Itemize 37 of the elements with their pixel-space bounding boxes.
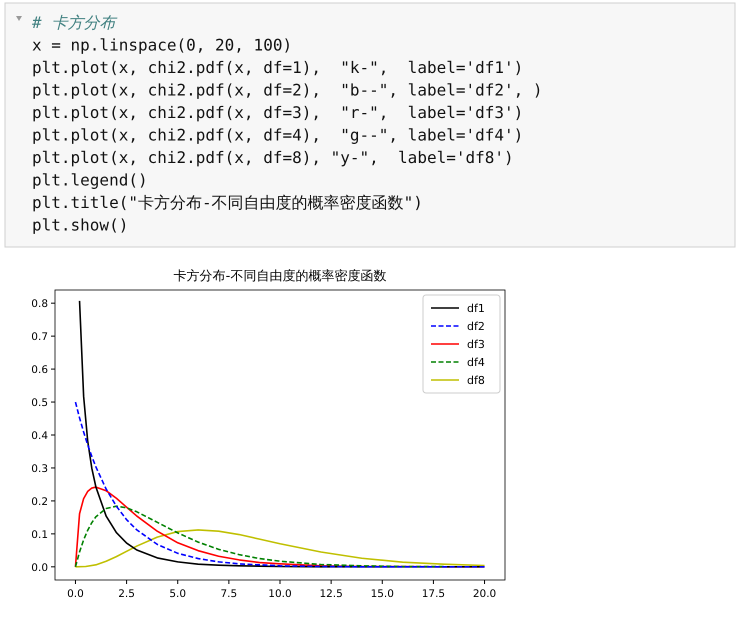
text: plt.plot(x, chi2.pdf(x, df=2), "b--", label='df2', ) (32, 80, 543, 100)
x-tick-label: 15.0 (370, 588, 394, 600)
text: x = np.linspace(0, 20, 100) (32, 36, 292, 54)
line-series (74, 401, 486, 568)
text: plt.plot(x, chi2.pdf(x, df=3), "r-", label='df3') (32, 103, 524, 122)
x-tick-label: 20.0 (472, 588, 496, 600)
legend-label: df8 (467, 374, 485, 387)
line-series (74, 529, 486, 568)
y-tick-label: 0.4 (31, 430, 48, 442)
text: plt.plot(x, chi2.pdf(x, df=8), "y-", label='df8') (32, 148, 514, 167)
x-tick-label: 10.0 (268, 588, 292, 600)
legend-label: df2 (467, 320, 485, 333)
y-tick-label: 0.0 (31, 562, 48, 574)
x-tick-label: 12.5 (319, 588, 343, 600)
x-tick-label: 7.5 (220, 588, 238, 600)
y-tick-label: 0.5 (31, 397, 48, 410)
legend-label: df1 (467, 302, 485, 315)
x-tick-label: 2.5 (118, 588, 135, 600)
y-tick-label: 0.6 (31, 364, 48, 376)
text: # 卡方分布 (31, 13, 118, 32)
legend-label: df4 (467, 356, 485, 369)
legend-label: df3 (467, 338, 485, 351)
chart-title: 卡方分布-不同自由度的概率密度函数 (174, 268, 386, 284)
line-series (74, 505, 444, 568)
text: plt.title("卡方分布-不同自由度的概率密度函数") (32, 193, 423, 212)
y-tick-label: 0.2 (31, 496, 48, 508)
text: plt.plot(x, chi2.pdf(x, df=4), "g--", label='df4') (32, 126, 524, 144)
text: plt.legend() (32, 170, 148, 190)
text: plt.plot(x, chi2.pdf(x, df=1), "k-", label='df1') (32, 58, 524, 77)
y-tick-label: 0.8 (31, 298, 48, 310)
text: plt.show() (32, 216, 128, 234)
y-tick-label: 0.3 (31, 462, 48, 475)
y-tick-label: 0.1 (31, 528, 48, 541)
y-tick-label: 0.7 (31, 331, 48, 344)
x-tick-label: 5.0 (169, 588, 186, 600)
x-tick-label: 0.0 (67, 588, 84, 600)
x-tick-label: 17.5 (422, 588, 446, 600)
